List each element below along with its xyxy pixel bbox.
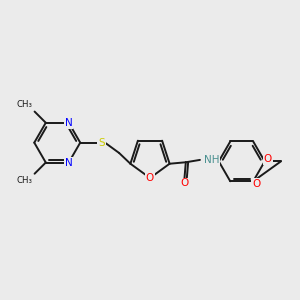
Text: N: N bbox=[65, 118, 73, 128]
Text: CH₃: CH₃ bbox=[16, 176, 32, 185]
Text: NH: NH bbox=[204, 155, 220, 165]
Text: O: O bbox=[181, 178, 189, 188]
Text: O: O bbox=[252, 178, 260, 189]
Text: O: O bbox=[263, 154, 272, 164]
Text: O: O bbox=[146, 173, 154, 183]
Text: S: S bbox=[98, 138, 105, 148]
Text: CH₃: CH₃ bbox=[16, 100, 32, 109]
Text: N: N bbox=[65, 158, 73, 167]
